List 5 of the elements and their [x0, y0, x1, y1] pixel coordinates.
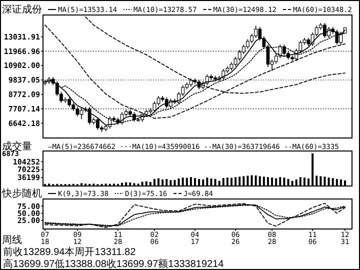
chart-title: 成交量 [2, 140, 32, 152]
chart-title: 快步随机 [1, 188, 42, 200]
text: 前收13289.94本周开13311.82 高13699.97低13388.08收13699.97额1333819214 [3, 246, 224, 270]
chart-title: 深证成份 [2, 4, 42, 16]
x-axis-title: 周线 [2, 234, 22, 246]
